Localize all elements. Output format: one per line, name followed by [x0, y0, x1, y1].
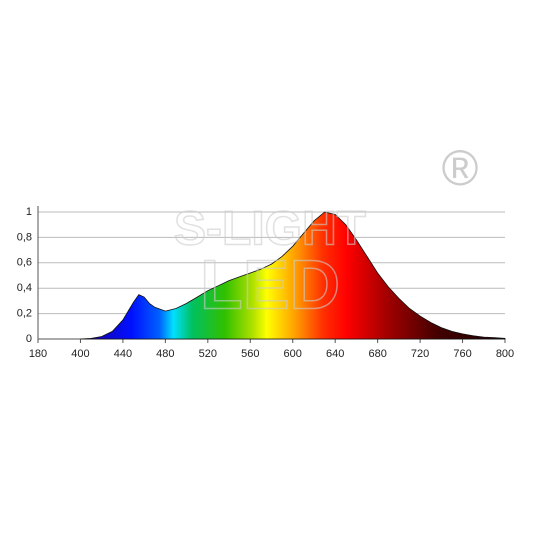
- watermark: ®: [442, 140, 479, 196]
- x-tick-label: 440: [114, 348, 132, 360]
- x-tick-label: 400: [71, 348, 89, 360]
- y-tick-label: 0,8: [17, 231, 32, 243]
- x-tick-label: 560: [241, 348, 259, 360]
- x-tick-label: 760: [453, 348, 471, 360]
- y-tick-label: 0,4: [17, 282, 32, 294]
- x-tick-label: 480: [156, 348, 174, 360]
- y-tick-label: 1: [26, 206, 32, 218]
- x-tick-label: 640: [326, 348, 344, 360]
- plot: 0 0,2 0,4 0,6 0,8 1 180 400 440 480 520 560 600 640 68…: [17, 206, 514, 360]
- x-tick-label: 520: [199, 348, 217, 360]
- x-tick-label: 180: [29, 348, 47, 360]
- y-tick-label: 0: [26, 333, 32, 345]
- y-tick-label: 0,6: [17, 257, 32, 269]
- watermark: LED: [200, 245, 340, 323]
- y-tick-label: 0,2: [17, 308, 32, 320]
- x-tick-label: 600: [284, 348, 302, 360]
- x-tick-label: 720: [411, 348, 429, 360]
- watermark: S-LIGHT: [174, 203, 366, 256]
- x-tick-label: 680: [368, 348, 386, 360]
- x-tick-label: 800: [496, 348, 514, 360]
- spectrum-area: [80, 211, 506, 340]
